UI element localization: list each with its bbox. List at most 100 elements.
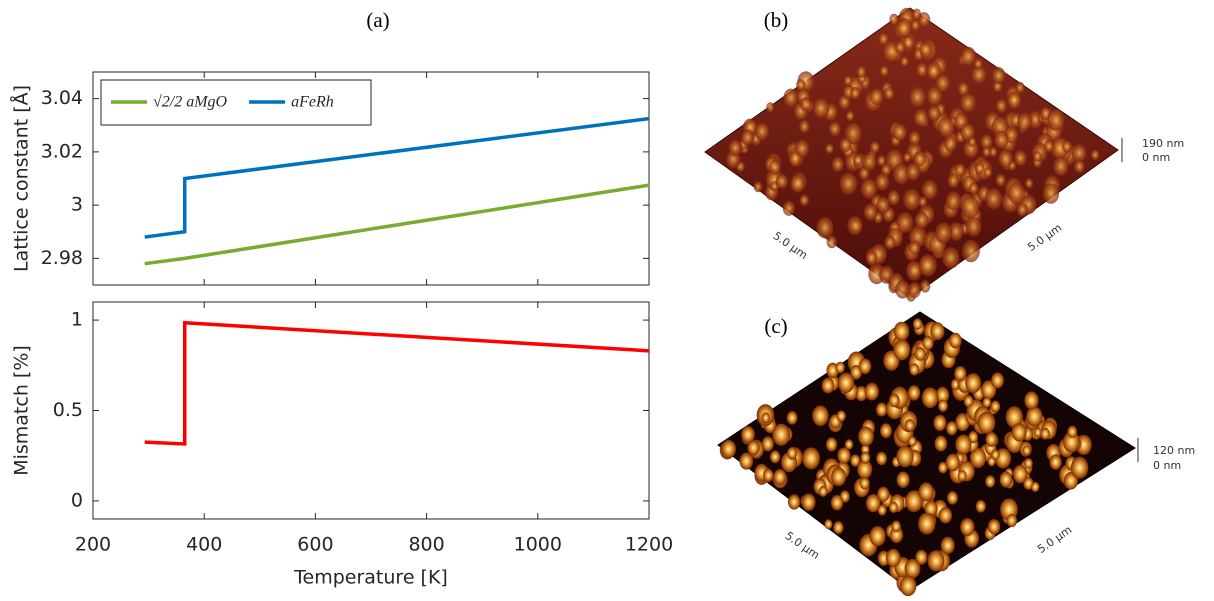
afm-grain: [855, 385, 868, 402]
y-tick-label: 2.98: [41, 247, 83, 269]
afm-grain: [935, 386, 950, 404]
afm-grain: [878, 32, 889, 46]
afm-grain: [1063, 431, 1080, 453]
afm-grain: [766, 102, 775, 113]
afm-grain: [919, 41, 933, 58]
afm-grain: [912, 8, 922, 20]
scale-label: 5.0 µm: [771, 229, 810, 262]
afm-grain: [908, 130, 921, 146]
afm-grain: [889, 501, 898, 513]
afm-grain: [945, 191, 962, 211]
afm-grain: [938, 399, 948, 412]
afm-grain: [864, 382, 879, 401]
afm-grain: [920, 279, 931, 293]
afm-grain: [772, 423, 791, 446]
afm-grain: [991, 372, 1004, 389]
afm-grain: [973, 58, 983, 70]
afm-grain: [983, 167, 993, 178]
afm-grain: [880, 423, 892, 439]
afm-grain: [800, 97, 812, 112]
afm-grain: [975, 499, 986, 513]
afm-grain: [1033, 427, 1042, 438]
y-tick-label: 0.5: [53, 399, 83, 421]
afm-grain: [914, 347, 926, 361]
afm-grain: [1022, 445, 1031, 456]
afm-grain: [935, 73, 951, 93]
x-tick-label: 200: [75, 534, 111, 556]
afm-grain: [980, 134, 993, 150]
afm-grain: [916, 62, 928, 78]
afm-grain: [1062, 140, 1072, 153]
afm-grain: [1024, 458, 1033, 469]
afm-grain: [753, 181, 763, 193]
axes-box: [92, 71, 650, 286]
data-line: [144, 183, 650, 266]
afm-grain: [999, 471, 1013, 488]
afm-grain: [879, 65, 889, 77]
afm-grain: [824, 519, 833, 530]
afm-grain: [1049, 454, 1062, 470]
afm-grain: [831, 156, 844, 173]
afm-grain: [773, 468, 787, 486]
afm-grain: [1024, 391, 1039, 410]
data-line: [144, 116, 650, 239]
y-axis-label: Lattice constant [Å]: [10, 85, 33, 272]
afm-grain: [847, 215, 863, 236]
panel-label: (c): [764, 314, 787, 338]
afm-grain: [870, 141, 880, 154]
afm-grain: [860, 451, 871, 464]
afm-grain: [903, 188, 921, 211]
afm-grain: [915, 549, 928, 565]
afm-grain: [877, 155, 887, 167]
afm-grain: [960, 123, 975, 142]
afm-grain: [769, 450, 781, 464]
afm-grain: [1031, 481, 1040, 493]
afm-grain: [869, 525, 886, 547]
afm-grain: [863, 203, 878, 221]
afm-grain: [982, 146, 991, 158]
afm-grain: [904, 419, 915, 432]
afm-grain: [985, 432, 998, 447]
afm-grain: [802, 447, 820, 470]
afm-grain: [835, 361, 845, 374]
z-min-label: 0 nm: [1142, 151, 1170, 164]
x-tick-label: 1200: [625, 534, 673, 556]
afm-grain: [893, 321, 910, 342]
afm-grain: [1026, 406, 1043, 427]
afm-grain: [788, 151, 802, 167]
afm-grain: [839, 172, 858, 195]
afm-grain: [968, 430, 979, 444]
afm-grain: [968, 182, 979, 195]
afm-grain: [965, 373, 982, 394]
afm-grain: [913, 108, 929, 127]
afm-grain: [877, 486, 890, 502]
afm-grain: [801, 493, 816, 511]
afm-grain: [887, 190, 900, 206]
afm-grain: [944, 136, 957, 152]
afm-grain: [907, 385, 921, 401]
afm-grain: [909, 363, 920, 376]
afm-grain: [850, 365, 862, 380]
afm-grain: [961, 195, 980, 219]
afm-grain: [741, 426, 755, 444]
afm-grain: [865, 250, 878, 265]
afm-grain: [1008, 182, 1026, 205]
afm-grain: [985, 475, 996, 488]
afm-grain: [754, 122, 770, 141]
afm-grain: [812, 98, 830, 119]
afm-grain: [918, 512, 936, 535]
afm-grain: [876, 402, 888, 417]
afm-grain: [918, 12, 931, 28]
afm-grain: [990, 400, 1001, 413]
afm-grain: [974, 162, 985, 175]
afm-grain: [850, 454, 861, 467]
afm-grain: [1071, 143, 1087, 163]
afm-grain: [903, 152, 912, 163]
afm-grain: [946, 421, 958, 436]
afm-grain: [763, 468, 774, 482]
afm-grain: [954, 366, 967, 382]
afm-grain: [957, 470, 967, 482]
afm-grain: [945, 453, 960, 472]
afm-grain: [877, 504, 887, 516]
afm-grain: [845, 110, 855, 122]
